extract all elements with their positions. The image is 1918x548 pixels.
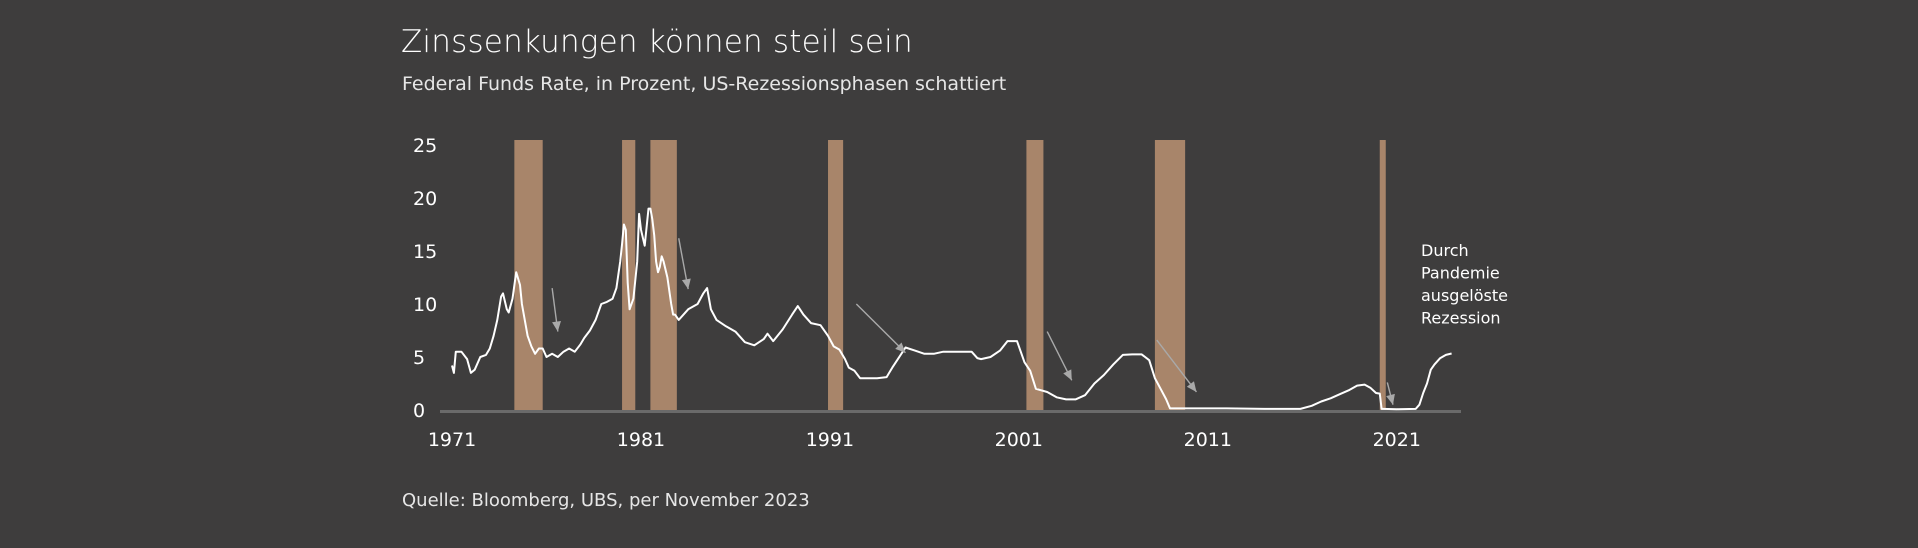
recession-band: [622, 140, 636, 410]
arrow-shaft: [1156, 339, 1198, 393]
rate-chart: 0 5 10 15 20 25 1971 1981 1991 2001 2011 2021 Durc…: [413, 135, 1508, 451]
y-tick-label: 10: [413, 294, 437, 316]
recession-shading-group: [514, 140, 1386, 410]
x-tick-label: 2021: [1373, 429, 1421, 451]
arrow-head: [895, 342, 906, 353]
x-tick-label: 2001: [995, 429, 1043, 451]
arrow-head: [1186, 381, 1197, 392]
recession-band: [1379, 140, 1386, 410]
annotation-line: Durch: [1421, 241, 1469, 260]
arrow-head: [552, 321, 561, 332]
y-tick-label: 20: [413, 188, 437, 210]
chart-title: Zinssenkungen können steil sein: [401, 24, 913, 60]
rate-line-group: [451, 207, 1452, 411]
annotation-line: Rezession: [1421, 309, 1501, 328]
chart-subtitle: Federal Funds Rate, in Prozent, US-Rezes…: [402, 73, 1007, 95]
recession-band: [650, 140, 677, 410]
x-tick-label: 1991: [806, 429, 854, 451]
recession-band: [828, 140, 844, 410]
y-tick-label: 0: [413, 400, 425, 422]
annotation-arrows: [551, 238, 1395, 405]
x-axis-ticks: 1971 1981 1991 2001 2011 2021: [428, 429, 1421, 451]
arrow-shaft: [855, 303, 906, 354]
arrow-head: [681, 278, 691, 290]
rate-line: [451, 207, 1452, 411]
y-axis-ticks: 0 5 10 15 20 25: [413, 135, 437, 422]
source-note: Quelle: Bloomberg, UBS, per November 202…: [402, 490, 810, 511]
y-tick-label: 15: [413, 241, 437, 263]
pandemic-annotation: Durch Pandemie ausgelöste Rezession: [1421, 241, 1508, 328]
arrow-head: [1386, 393, 1395, 405]
y-tick-label: 5: [413, 347, 425, 369]
x-tick-label: 1981: [617, 429, 665, 451]
recession-band: [514, 140, 543, 410]
annotation-line: Pandemie: [1421, 264, 1500, 283]
recession-band: [1154, 140, 1186, 410]
arrow-head: [1063, 369, 1072, 381]
x-tick-label: 2011: [1184, 429, 1232, 451]
x-tick-label: 1971: [428, 429, 476, 451]
recession-band: [1026, 140, 1044, 410]
annotation-line: ausgelöste: [1421, 286, 1508, 305]
y-tick-label: 25: [413, 135, 437, 157]
